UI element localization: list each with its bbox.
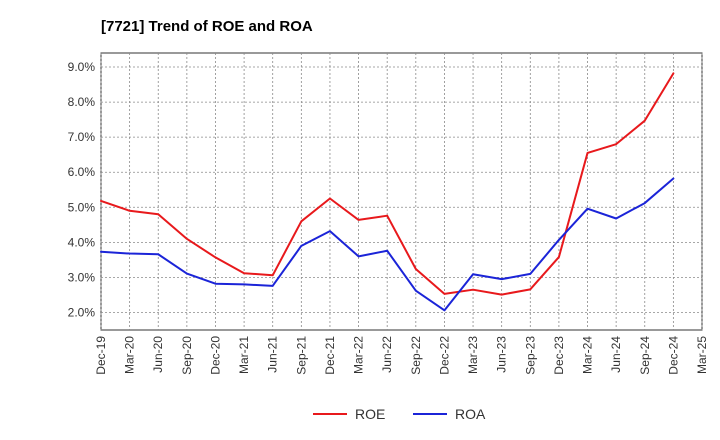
x-tick-label: Dec-19 xyxy=(94,336,108,375)
series-line-roa xyxy=(100,177,675,312)
x-tick-label: Sep-23 xyxy=(523,336,537,375)
x-tick-label: Sep-24 xyxy=(638,336,652,375)
legend-label-roa: ROA xyxy=(455,406,486,422)
plot-area xyxy=(100,52,703,331)
x-tick-label: Jun-24 xyxy=(609,336,623,373)
x-tick-label: Dec-22 xyxy=(437,336,451,375)
y-tick-label: 4.0% xyxy=(68,235,96,249)
y-tick-label: 6.0% xyxy=(68,165,96,179)
y-tick-label: 2.0% xyxy=(68,305,96,319)
x-tick-label: Sep-22 xyxy=(409,336,423,375)
x-tick-label: Mar-22 xyxy=(352,336,366,374)
x-tick-label: Mar-21 xyxy=(237,336,251,374)
y-tick-label: 3.0% xyxy=(68,270,96,284)
x-tick-label: Mar-20 xyxy=(123,336,137,374)
x-tick-label: Dec-21 xyxy=(323,336,337,375)
y-axis: 2.0% 3.0% 4.0% 5.0% 6.0% 7.0% 8.0% 9.0% xyxy=(68,60,96,319)
chart-title: [7721] Trend of ROE and ROA xyxy=(101,18,313,35)
x-tick-label: Jun-22 xyxy=(380,336,394,373)
x-tick-label: Jun-20 xyxy=(151,336,165,373)
y-tick-label: 8.0% xyxy=(68,95,96,109)
series-lines xyxy=(100,72,675,312)
x-tick-label: Dec-24 xyxy=(666,336,680,375)
x-tick-label: Dec-20 xyxy=(208,336,222,375)
x-tick-label: Mar-24 xyxy=(581,336,595,374)
x-tick-label: Jun-23 xyxy=(495,336,509,373)
x-axis: Dec-19 Mar-20 Jun-20 Sep-20 Dec-20 Mar-21 Jun-… xyxy=(94,336,709,375)
y-tick-label: 5.0% xyxy=(68,200,96,214)
series-line-roe xyxy=(100,72,675,296)
x-tick-label: Dec-23 xyxy=(552,336,566,375)
y-tick-label: 9.0% xyxy=(68,60,96,74)
x-tick-label: Mar-25 xyxy=(695,336,709,374)
legend-label-roe: ROE xyxy=(355,406,385,422)
x-tick-label: Jun-21 xyxy=(266,336,280,373)
x-tick-label: Sep-21 xyxy=(294,336,308,375)
legend: ROE ROA xyxy=(313,406,486,422)
y-tick-label: 7.0% xyxy=(68,130,96,144)
x-tick-label: Mar-23 xyxy=(466,336,480,374)
x-tick-label: Sep-20 xyxy=(180,336,194,375)
